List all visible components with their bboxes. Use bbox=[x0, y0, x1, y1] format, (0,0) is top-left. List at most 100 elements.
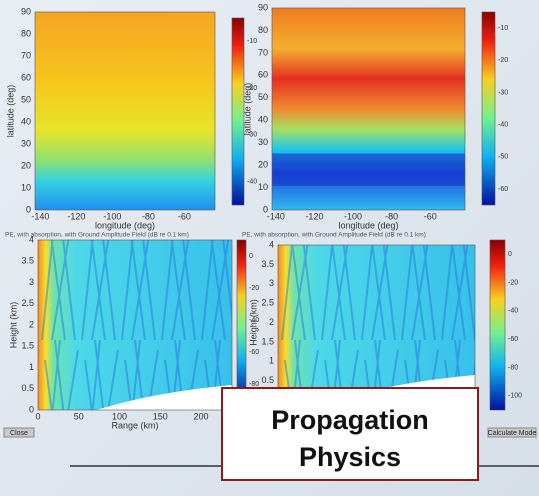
x-tick-label: -140 bbox=[267, 211, 285, 221]
y-tick-label: 50 bbox=[258, 92, 268, 102]
y-tick-label: 4 bbox=[269, 239, 274, 249]
colorbar-tick-label: -10 bbox=[247, 38, 257, 45]
caption-line: Propagation bbox=[271, 405, 429, 435]
heatmap-band bbox=[272, 153, 465, 186]
caption-box bbox=[221, 387, 479, 481]
y-tick-label: 30 bbox=[258, 137, 268, 147]
colorbar-tick-label: 0 bbox=[249, 253, 253, 260]
colorbar-tick-label: -40 bbox=[247, 178, 257, 185]
y-tick-label: 1.5 bbox=[261, 336, 274, 346]
x-tick-label: 0 bbox=[35, 411, 40, 421]
y-tick-label: 40 bbox=[21, 116, 31, 126]
colorbar bbox=[481, 11, 496, 206]
plot-frame bbox=[37, 239, 233, 411]
x-tick-label: 150 bbox=[153, 411, 168, 421]
x-tick-label: -100 bbox=[344, 211, 362, 221]
colorbar-tick-label: -30 bbox=[498, 89, 508, 96]
colorbar-tick-label: -100 bbox=[508, 393, 522, 400]
y-axis-label: latitude (deg) bbox=[242, 83, 252, 136]
y-axis-label: latitude (deg) bbox=[5, 85, 15, 138]
terrain bbox=[38, 385, 232, 410]
y-tick-label: 40 bbox=[258, 115, 268, 125]
y-tick-label: 70 bbox=[258, 47, 268, 57]
x-tick-label: -80 bbox=[385, 211, 398, 221]
colorbar bbox=[231, 17, 245, 206]
y-tick-label: 80 bbox=[21, 28, 31, 38]
y-tick-label: 3 bbox=[29, 277, 34, 287]
colorbar bbox=[236, 239, 247, 401]
y-tick-label: 0 bbox=[29, 404, 34, 414]
x-tick-label: -60 bbox=[178, 211, 191, 221]
y-tick-label: 2.5 bbox=[21, 298, 34, 308]
y-tick-label: 10 bbox=[258, 182, 268, 192]
button-label[interactable]: Close bbox=[10, 430, 28, 437]
x-axis-label: longitude (deg) bbox=[95, 220, 155, 230]
heatmap bbox=[35, 12, 215, 210]
y-tick-label: 1.5 bbox=[21, 341, 34, 351]
y-tick-label: 60 bbox=[21, 72, 31, 82]
colorbar-tick-label: 0 bbox=[508, 251, 512, 258]
x-tick-label: 50 bbox=[74, 411, 84, 421]
y-axis-label: Height (km) bbox=[8, 302, 18, 349]
y-tick-label: 80 bbox=[258, 25, 268, 35]
y-tick-label: 70 bbox=[21, 50, 31, 60]
plot-subtitle: PE, with absorption, with Ground Amplitu… bbox=[242, 232, 426, 239]
y-axis-label: Height (km) bbox=[248, 299, 258, 346]
y-tick-label: 3.5 bbox=[21, 256, 34, 266]
y-tick-label: 0 bbox=[263, 204, 268, 214]
calculate-button[interactable] bbox=[487, 427, 537, 438]
x-tick-label: -100 bbox=[103, 211, 121, 221]
y-tick-label: 0 bbox=[26, 204, 31, 214]
colorbar-tick-label: -20 bbox=[498, 57, 508, 64]
y-tick-label: 90 bbox=[21, 6, 31, 16]
x-tick-label: -120 bbox=[305, 211, 323, 221]
y-tick-label: 1 bbox=[269, 356, 274, 366]
close-button[interactable] bbox=[3, 427, 35, 438]
x-tick-label: -140 bbox=[31, 211, 49, 221]
heatmap-streaks bbox=[278, 245, 475, 400]
x-tick-label: -80 bbox=[142, 211, 155, 221]
colorbar-tick-label: -30 bbox=[247, 132, 257, 139]
y-tick-label: 4 bbox=[29, 234, 34, 244]
y-tick-label: 60 bbox=[258, 70, 268, 80]
plot-frame bbox=[34, 11, 216, 211]
plot-subtitle: PE, with absorption, with Ground Amplitu… bbox=[5, 232, 189, 239]
colorbar-tick-label: -60 bbox=[249, 349, 259, 356]
x-axis-label: Range (km) bbox=[111, 420, 158, 430]
y-tick-label: 30 bbox=[21, 138, 31, 148]
colorbar-tick-label: -80 bbox=[249, 381, 259, 388]
y-tick-label: 2 bbox=[29, 319, 34, 329]
x-tick-label: -60 bbox=[424, 211, 437, 221]
y-tick-label: 2 bbox=[269, 317, 274, 327]
y-tick-label: 0.5 bbox=[261, 375, 274, 385]
caption-line: Physics bbox=[299, 442, 401, 472]
colorbar bbox=[489, 239, 506, 411]
colorbar-tick-label: -20 bbox=[249, 285, 259, 292]
y-tick-label: 10 bbox=[21, 182, 31, 192]
colorbar-tick-label: -40 bbox=[249, 317, 259, 324]
x-tick-label: 200 bbox=[193, 411, 208, 421]
colorbar-tick-label: -40 bbox=[508, 308, 518, 315]
colorbar-tick-label: -60 bbox=[498, 186, 508, 193]
heatmap-streaks bbox=[38, 240, 232, 410]
y-tick-label: 50 bbox=[21, 94, 31, 104]
colorbar-tick-label: -20 bbox=[247, 85, 257, 92]
y-tick-label: 20 bbox=[258, 159, 268, 169]
colorbar-tick-label: -40 bbox=[498, 121, 508, 128]
x-tick-label: 100 bbox=[112, 411, 127, 421]
button-label[interactable]: Calculate Mode bbox=[488, 430, 537, 437]
colorbar-tick-label: -50 bbox=[498, 154, 508, 161]
y-tick-label: 3 bbox=[269, 278, 274, 288]
colorbar-tick-label: -20 bbox=[508, 279, 518, 286]
y-tick-label: 0.5 bbox=[21, 383, 34, 393]
colorbar-tick-label: -60 bbox=[508, 336, 518, 343]
colorbar-tick-label: -10 bbox=[498, 25, 508, 32]
x-axis-label: longitude (deg) bbox=[338, 220, 398, 230]
y-tick-label: 2.5 bbox=[261, 298, 274, 308]
y-tick-label: 20 bbox=[21, 160, 31, 170]
plot-frame bbox=[271, 7, 466, 211]
x-tick-label: -120 bbox=[67, 211, 85, 221]
y-tick-label: 90 bbox=[258, 2, 268, 12]
colorbar-tick-label: -80 bbox=[508, 364, 518, 371]
